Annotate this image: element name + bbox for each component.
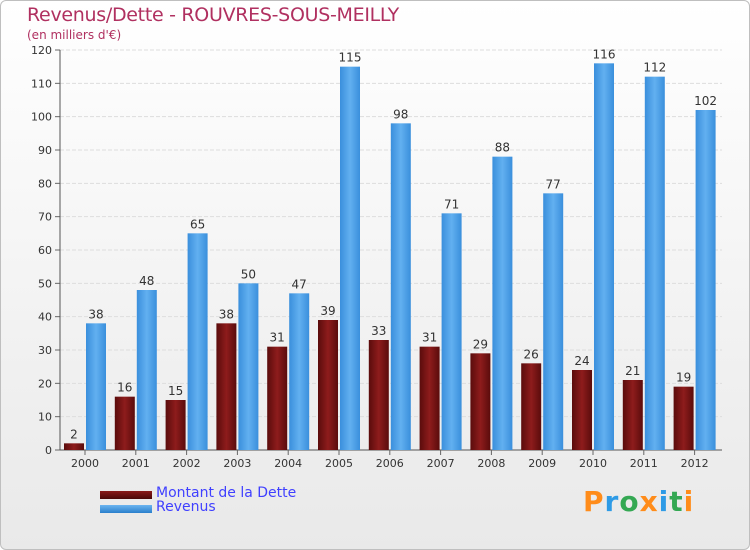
bar-debt (165, 400, 186, 450)
data-label-debt: 15 (168, 384, 183, 398)
data-label-debt: 24 (574, 354, 589, 368)
x-tick-label: 2003 (223, 457, 251, 470)
bar-debt (114, 396, 135, 450)
data-label-revenue: 71 (444, 197, 459, 211)
data-label-debt: 21 (625, 364, 640, 378)
bar-debt (572, 370, 592, 450)
logo-letter: r (604, 485, 620, 518)
data-label-debt: 19 (676, 371, 691, 385)
data-label-revenue: 65 (190, 217, 205, 231)
chart-subtitle: (en milliers d'€) (27, 28, 122, 42)
data-label-revenue: 98 (393, 107, 408, 121)
x-tick-label: 2004 (274, 457, 302, 470)
y-tick-label: 120 (31, 44, 52, 57)
x-tick-label: 2010 (579, 457, 607, 470)
data-label-debt: 26 (524, 347, 539, 361)
legend-label-revenue: Revenus (156, 499, 216, 515)
data-label-debt: 16 (117, 381, 132, 395)
bar-revenue (340, 66, 360, 451)
y-tick-label: 0 (45, 444, 52, 457)
bar-debt (470, 353, 491, 450)
data-label-debt: 39 (320, 304, 335, 318)
data-label-debt: 33 (371, 324, 386, 338)
data-label-debt: 38 (219, 307, 234, 321)
bar-revenue (492, 156, 513, 450)
bar-debt (216, 323, 237, 450)
bar-debt (64, 443, 84, 450)
bar-debt (318, 320, 338, 450)
y-tick-label: 60 (38, 244, 52, 257)
bar-debt (419, 346, 440, 450)
data-label-revenue: 112 (643, 61, 666, 75)
data-label-revenue: 50 (241, 267, 256, 281)
x-tick-label: 2008 (477, 457, 505, 470)
bar-debt (368, 340, 389, 450)
bar-revenue (136, 290, 157, 450)
bar-revenue (289, 293, 310, 450)
bar-debt (267, 346, 288, 450)
x-tick-label: 2009 (528, 457, 556, 470)
bar-debt (622, 380, 643, 450)
data-label-revenue: 47 (292, 277, 307, 291)
bar-revenue (594, 63, 614, 450)
logo-letter: o (619, 485, 640, 518)
bar-debt (521, 363, 542, 450)
logo-letter: P (583, 485, 605, 518)
bar-revenue (86, 323, 106, 450)
y-tick-label: 30 (38, 344, 52, 357)
data-label-revenue: 38 (88, 307, 103, 321)
y-tick-label: 100 (31, 111, 52, 124)
data-label-revenue: 88 (495, 141, 510, 155)
data-label-revenue: 116 (593, 47, 616, 61)
y-tick-label: 20 (38, 377, 52, 390)
data-label-revenue: 48 (139, 274, 154, 288)
data-label-debt: 2 (70, 427, 78, 441)
bar-revenue (543, 193, 564, 451)
y-tick-label: 10 (38, 411, 52, 424)
y-tick-label: 110 (31, 77, 52, 90)
data-label-debt: 31 (422, 331, 437, 345)
logo-letter: i (658, 485, 670, 518)
x-tick-label: 2012 (681, 457, 709, 470)
x-tick-label: 2006 (376, 457, 404, 470)
chart-title: Revenus/Dette - ROUVRES-SOUS-MEILLY (27, 4, 399, 26)
legend-swatch-debt (100, 491, 152, 499)
legend-swatch-revenue (100, 505, 152, 513)
bar-revenue (390, 123, 411, 450)
bar-revenue (644, 76, 665, 451)
data-label-debt: 31 (270, 331, 285, 345)
x-tick-label: 2005 (325, 457, 353, 470)
data-label-revenue: 102 (694, 94, 717, 108)
data-label-debt: 29 (473, 337, 488, 351)
x-tick-label: 2000 (71, 457, 99, 470)
x-tick-label: 2011 (630, 457, 658, 470)
logo-letter: x (639, 485, 659, 518)
bar-revenue (238, 283, 259, 450)
y-tick-label: 50 (38, 277, 52, 290)
legend-label-debt: Montant de la Dette (156, 485, 297, 501)
y-tick-label: 80 (38, 177, 52, 190)
x-tick-label: 2002 (173, 457, 201, 470)
bar-debt (673, 386, 694, 450)
logo-letter: t (669, 485, 684, 518)
y-tick-label: 70 (38, 211, 52, 224)
proxiti-logo: Proxiti (583, 485, 694, 518)
bar-revenue (695, 110, 716, 450)
x-tick-label: 2007 (427, 457, 455, 470)
y-tick-label: 40 (38, 311, 52, 324)
data-label-revenue: 115 (339, 51, 362, 65)
y-tick-label: 90 (38, 144, 52, 157)
bar-revenue (187, 233, 208, 450)
x-tick-label: 2001 (122, 457, 150, 470)
logo-letter: i (683, 485, 695, 518)
bar-revenue (441, 213, 462, 450)
data-label-revenue: 77 (546, 177, 561, 191)
